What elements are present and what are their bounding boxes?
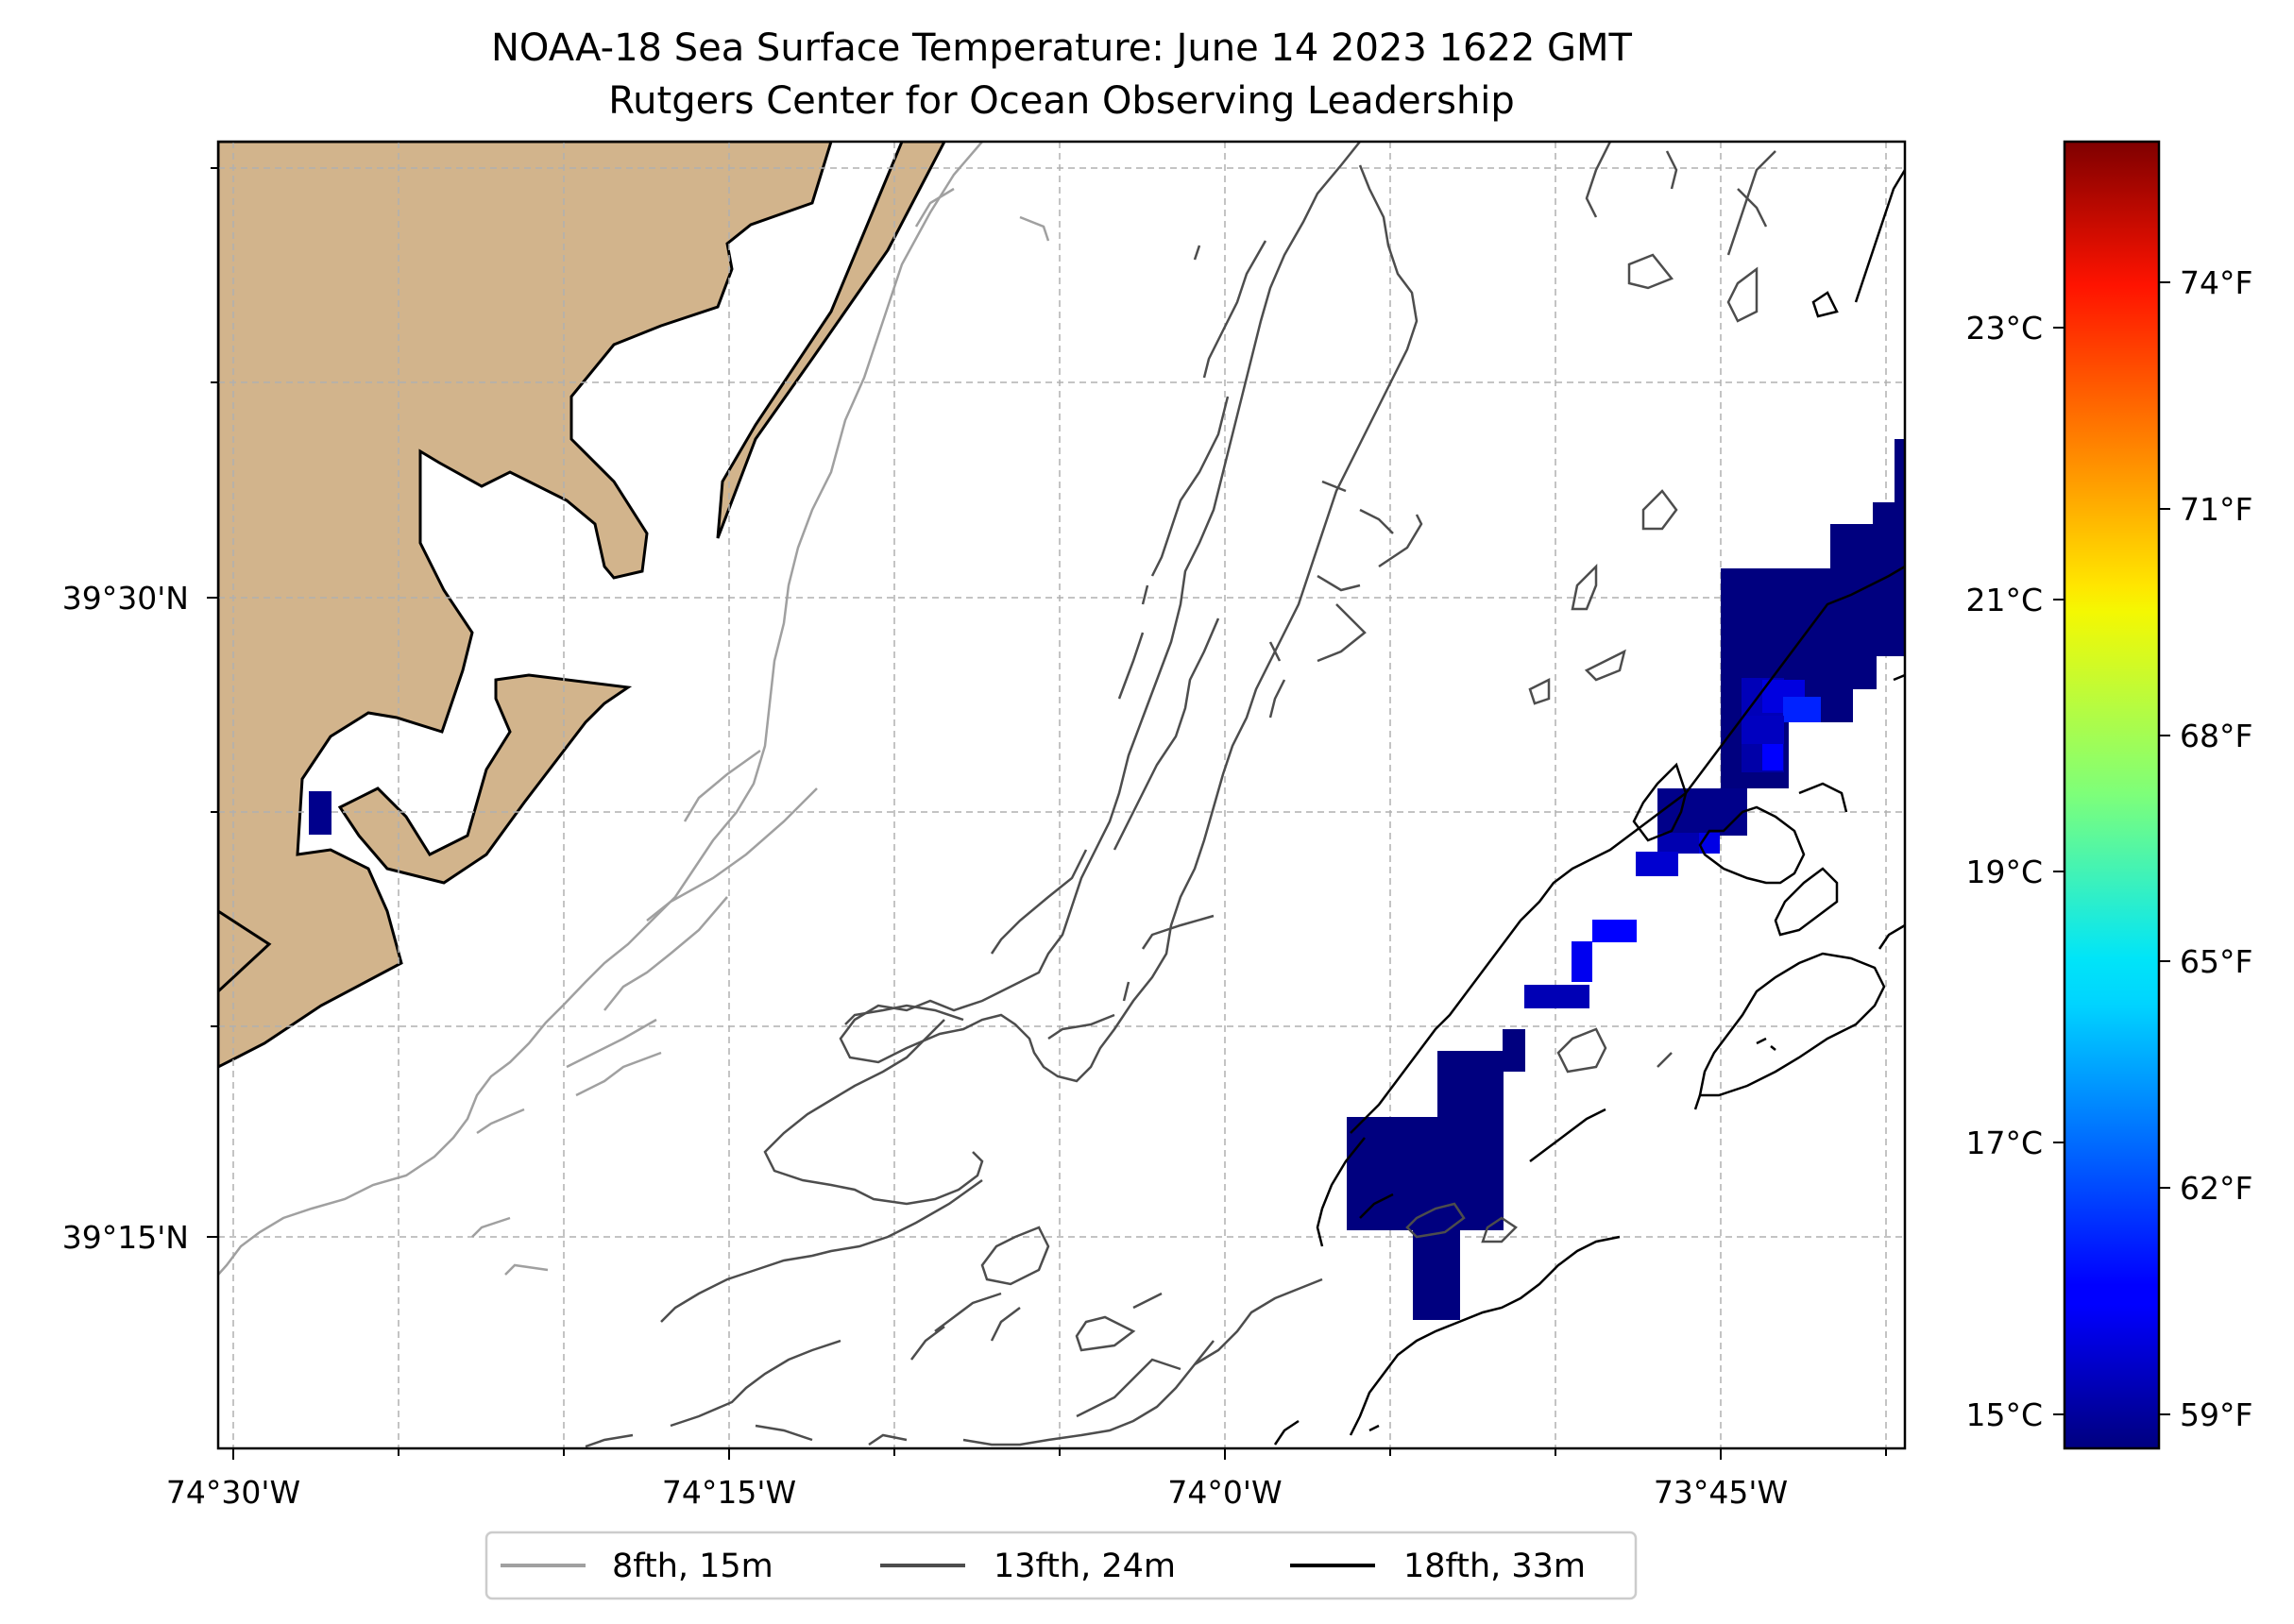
legend-label-18fth: 18fth, 33m: [1403, 1548, 1586, 1585]
sst-pixels: [309, 439, 1905, 1320]
x-tick-label: 74°30'W: [166, 1474, 300, 1511]
legend-label-8fth: 8fth, 15m: [612, 1548, 773, 1585]
x-tick-label: 74°0'W: [1167, 1474, 1282, 1511]
colorbar-fahrenheit-label: 68°F: [2180, 718, 2252, 754]
y-tick-marks: [207, 167, 218, 1238]
x-tick-label: 73°45'W: [1654, 1474, 1788, 1511]
isobath-8fth: [218, 142, 1050, 1276]
isobath-13fth: [585, 142, 1776, 1448]
land-cape-peninsula: [337, 673, 633, 885]
colorbar-fahrenheit-label: 74°F: [2180, 264, 2252, 301]
colorbar-celsius-label: 21°C: [1965, 582, 2043, 618]
colorbar-fahrenheit-ticks: [2159, 281, 2170, 1415]
colorbar: [2063, 140, 2161, 1450]
colorbar-celsius-ticks: [2053, 327, 2065, 1415]
gridlines: [218, 142, 1905, 1448]
x-tick-marks: [232, 1448, 1887, 1460]
colorbar-celsius-label: 23°C: [1965, 310, 2043, 347]
colorbar-fahrenheit-label: 71°F: [2180, 491, 2252, 528]
legend: 8fth, 15m 13fth, 24m 18fth, 33m: [484, 1531, 1638, 1600]
colorbar-fahrenheit-label: 59°F: [2180, 1396, 2252, 1433]
colorbar-celsius-label: 19°C: [1965, 854, 2043, 890]
colorbar-fahrenheit-label: 65°F: [2180, 943, 2252, 980]
y-tick-label: 39°30'N: [62, 580, 189, 617]
map-area: [218, 142, 1905, 1448]
legend-box: [484, 1531, 1638, 1600]
x-tick-label: 74°15'W: [662, 1474, 796, 1511]
isobath-18fth: [1273, 169, 1905, 1446]
colorbar-fahrenheit-label: 62°F: [2180, 1170, 2252, 1207]
map-frame: [216, 140, 1907, 1450]
colorbar-celsius-label: 17°C: [1965, 1125, 2043, 1161]
y-tick-label: 39°15'N: [62, 1219, 189, 1256]
land-mainland: [218, 142, 833, 1069]
title-line-1: NOAA-18 Sea Surface Temperature: June 14…: [491, 26, 1633, 70]
legend-label-13fth: 13fth, 24m: [994, 1548, 1176, 1585]
colorbar-celsius-label: 15°C: [1965, 1396, 2043, 1433]
land-bottom-point: [218, 909, 272, 994]
title-line-2: Rutgers Center for Ocean Observing Leade…: [608, 79, 1515, 123]
land-barrier-island: [716, 142, 946, 539]
